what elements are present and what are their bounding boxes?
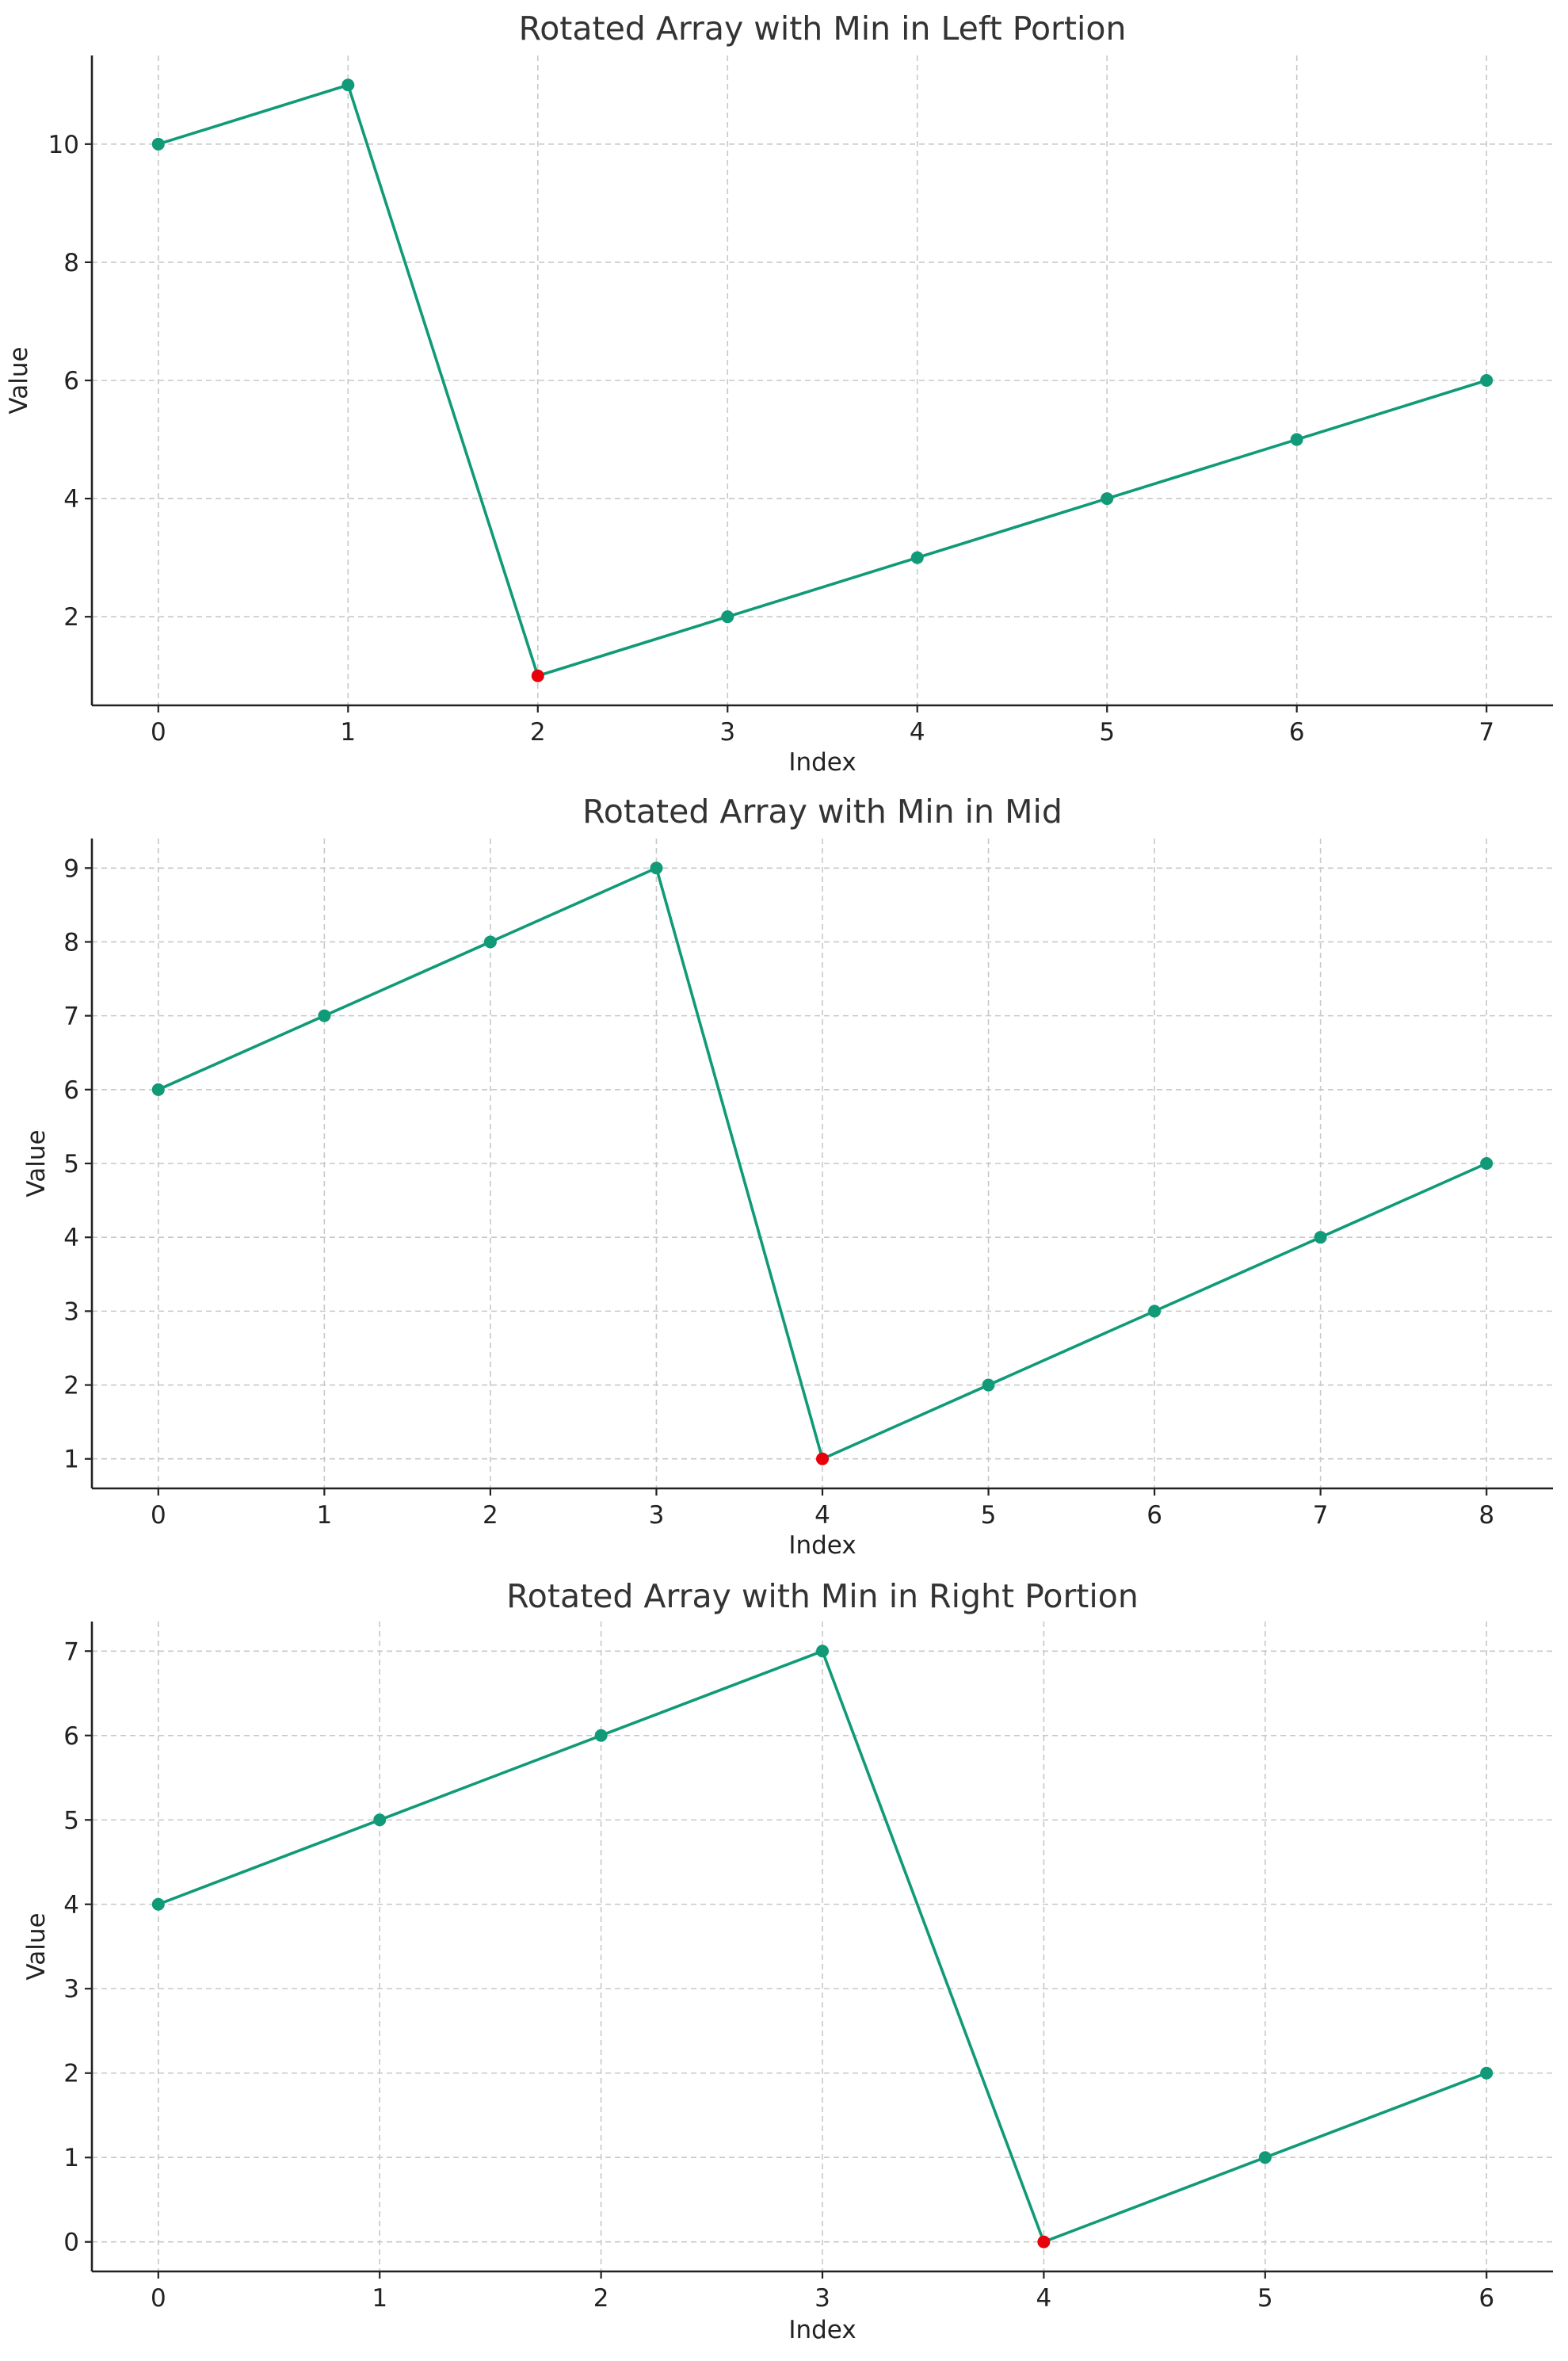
x-tick-label: 1 bbox=[340, 718, 356, 747]
y-tick-label: 5 bbox=[63, 1806, 79, 1835]
x-tick-label: 5 bbox=[1257, 2284, 1273, 2313]
y-tick-label: 6 bbox=[63, 1722, 79, 1751]
y-axis-label: Value bbox=[22, 1129, 51, 1197]
x-tick-label: 6 bbox=[1478, 2284, 1494, 2313]
x-tick-label: 7 bbox=[1313, 1501, 1329, 1530]
y-tick-label: 9 bbox=[63, 854, 79, 883]
y-tick-label: 8 bbox=[63, 249, 79, 277]
y-tick-label: 8 bbox=[63, 928, 79, 957]
data-point bbox=[1314, 1231, 1327, 1244]
y-tick-label: 5 bbox=[63, 1150, 79, 1179]
x-tick-label: 0 bbox=[151, 718, 166, 747]
data-point bbox=[1258, 2151, 1272, 2164]
x-tick-label: 2 bbox=[593, 2284, 609, 2313]
data-point bbox=[151, 1083, 165, 1096]
data-point bbox=[341, 78, 355, 92]
chart-panel-3: 0 1 2 3 4 5 6 0 1 2 3 4 5 6 7 Rotated Array with Min in… bbox=[22, 1577, 1553, 2344]
x-tick-label: 6 bbox=[1146, 1501, 1162, 1530]
data-point bbox=[650, 861, 663, 875]
x-tick-label: 0 bbox=[151, 1501, 166, 1530]
x-tick-label: 8 bbox=[1478, 1501, 1494, 1530]
y-tick-label: 4 bbox=[63, 1224, 79, 1252]
data-point bbox=[318, 1009, 331, 1022]
data-point bbox=[151, 1897, 165, 1911]
x-tick-label: 0 bbox=[151, 2284, 166, 2313]
data-point bbox=[721, 610, 734, 624]
data-point bbox=[910, 551, 924, 564]
min-data-point bbox=[531, 669, 544, 682]
data-point bbox=[1480, 2066, 1494, 2080]
x-tick-label: 4 bbox=[910, 718, 925, 747]
x-tick-label: 3 bbox=[815, 2284, 830, 2313]
x-tick-label: 1 bbox=[372, 2284, 387, 2313]
y-tick-label: 4 bbox=[63, 1891, 79, 1920]
chart-title: Rotated Array with Min in Right Portion bbox=[506, 1577, 1139, 1615]
x-tick-label: 2 bbox=[530, 718, 546, 747]
y-tick-label: 2 bbox=[63, 1372, 79, 1400]
chart-panel-2: 0 1 2 3 4 5 6 7 8 1 2 3 4 5 6 7 8 9 Rotated Array with Min… bbox=[22, 793, 1553, 1560]
y-tick-label: 7 bbox=[63, 1637, 79, 1666]
y-tick-label: 2 bbox=[63, 2060, 79, 2088]
data-point bbox=[1290, 433, 1303, 446]
min-data-point bbox=[816, 1452, 829, 1465]
y-axis-label: Value bbox=[22, 1912, 51, 1980]
x-tick-label: 3 bbox=[719, 718, 735, 747]
y-tick-label: 10 bbox=[48, 131, 79, 159]
y-tick-label: 2 bbox=[63, 603, 79, 632]
x-tick-label: 5 bbox=[981, 1501, 997, 1530]
x-tick-label: 1 bbox=[316, 1501, 332, 1530]
x-tick-label: 4 bbox=[1036, 2284, 1052, 2313]
data-point bbox=[483, 935, 497, 949]
chart-title: Rotated Array with Min in Left Portion bbox=[519, 10, 1127, 48]
series-line bbox=[158, 83, 1487, 678]
min-data-point bbox=[1037, 2235, 1051, 2248]
x-tick-label: 4 bbox=[815, 1501, 830, 1530]
data-point bbox=[1101, 492, 1114, 506]
x-tick-label: 2 bbox=[483, 1501, 498, 1530]
data-point bbox=[1480, 1157, 1494, 1170]
y-tick-label: 0 bbox=[63, 2229, 79, 2257]
x-axis-label: Index bbox=[788, 748, 856, 777]
y-tick-label: 3 bbox=[63, 1975, 79, 2004]
data-point bbox=[373, 1813, 387, 1827]
x-tick-label: 5 bbox=[1099, 718, 1115, 747]
y-tick-label: 3 bbox=[63, 1297, 79, 1326]
y-tick-label: 4 bbox=[63, 485, 79, 514]
chart-title: Rotated Array with Min in Mid bbox=[582, 793, 1063, 831]
y-tick-label: 6 bbox=[63, 367, 79, 395]
y-axis-label: Value bbox=[5, 346, 33, 414]
data-point bbox=[1148, 1305, 1162, 1318]
y-tick-label: 6 bbox=[63, 1076, 79, 1105]
x-tick-label: 3 bbox=[649, 1501, 665, 1530]
data-point bbox=[982, 1378, 995, 1392]
chart-panel-1: 0 1 2 3 4 5 6 7 2 4 6 8 10 Rotated Array with Min in … bbox=[5, 10, 1553, 777]
x-tick-label: 7 bbox=[1478, 718, 1494, 747]
x-axis-label: Index bbox=[788, 2316, 856, 2344]
y-tick-label: 1 bbox=[63, 2144, 79, 2172]
x-axis-label: Index bbox=[788, 1531, 856, 1560]
data-point bbox=[1480, 374, 1494, 387]
y-tick-label: 1 bbox=[63, 1446, 79, 1474]
x-tick-label: 6 bbox=[1289, 718, 1305, 747]
y-tick-label: 7 bbox=[63, 1003, 79, 1031]
data-point bbox=[151, 137, 165, 151]
data-point bbox=[816, 1645, 829, 1658]
data-point bbox=[594, 1729, 608, 1742]
